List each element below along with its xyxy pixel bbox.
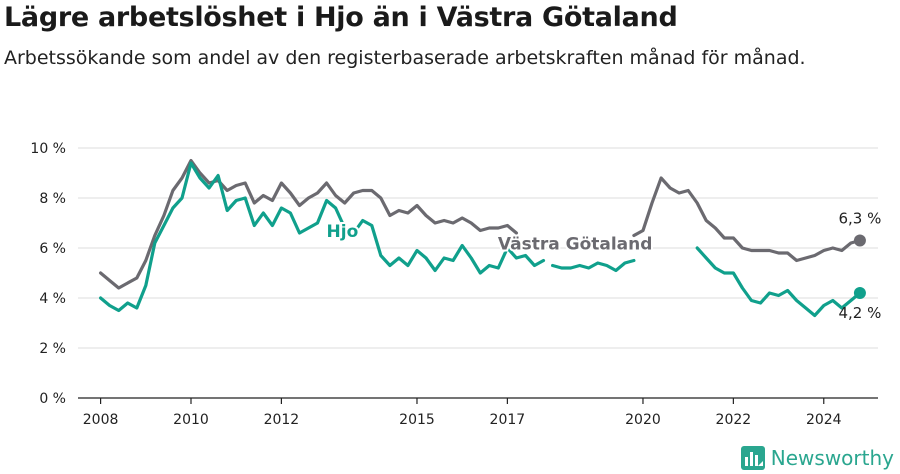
x-tick-label-2017: 2017 [490,412,526,428]
series-vg-line-0 [99,158,518,290]
x-tick-label-2020: 2020 [625,412,661,428]
x-tick-label-2024: 2024 [806,412,842,428]
y-tick-label-0: 0 % [39,391,66,407]
newsworthy-logo-icon [740,446,765,470]
series-hjo-end-point [853,287,866,299]
label-layer: 6,3 % 4,2 % Hjo Västra Götaland [325,210,882,323]
x-axis: 2008 2010 2012 2015 2017 2020 2022 2024 [78,397,878,428]
series-hjo-line-2 [695,246,862,318]
series-label-vg: Västra Götaland [498,234,653,254]
y-tick-label-8: 8 % [39,191,66,207]
y-axis: 0 % 2 % 4 % 6 % 8 % 10 % [30,141,66,407]
brand-name: Newsworthy [770,446,894,470]
x-tick-label-2022: 2022 [716,412,752,428]
x-tick-label-2015: 2015 [399,412,435,428]
y-tick-label-2: 2 % [39,341,66,357]
y-tick-label-10: 10 % [30,141,66,157]
x-tick-label-2008: 2008 [83,412,119,428]
series-label-hjo: Hjo [327,222,359,242]
x-tick-label-2010: 2010 [173,412,209,428]
series-vg-line-1 [632,176,862,263]
chart-subtitle: Arbetssökande som andel av den registerb… [4,47,806,69]
brand: Newsworthy [740,446,894,470]
chart-title: Lägre arbetslöshet i Hjo än i Västra Göt… [4,2,678,33]
series-hjo-line-1 [551,258,636,273]
series-layer [99,158,866,318]
y-tick-label-6: 6 % [39,241,66,257]
series-hjo-line-0 [99,161,546,313]
x-tick-label-2012: 2012 [264,412,300,428]
series-vg-end-label: 6,3 % [838,210,881,228]
series-hjo-end-label: 4,2 % [838,304,881,322]
grid-layer [78,147,878,349]
series-vg-end-point [853,234,866,247]
y-tick-label-4: 4 % [39,291,66,307]
